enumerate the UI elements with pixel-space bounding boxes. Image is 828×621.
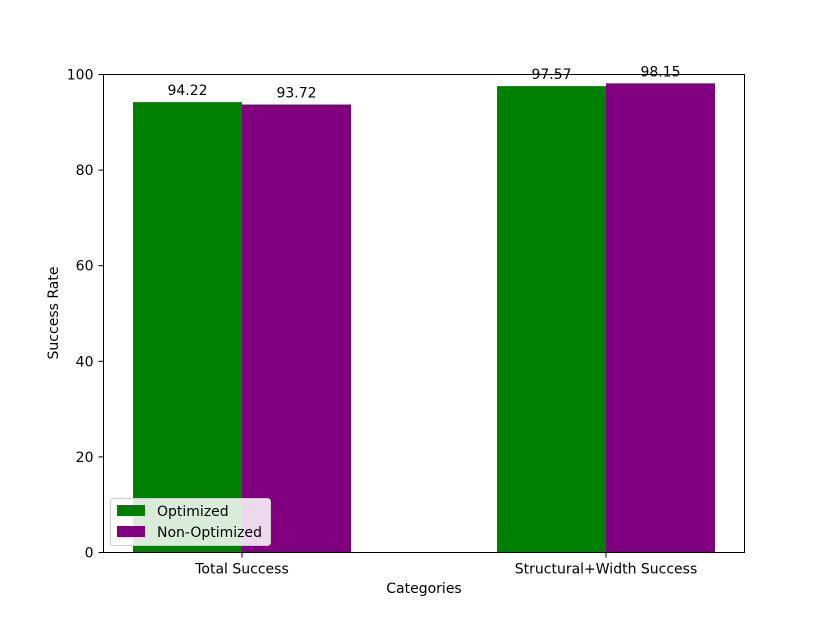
legend-swatch-optimized — [117, 505, 145, 516]
y-axis-label: Success Rate — [46, 267, 62, 360]
y-tick-label-20: 20 — [76, 450, 94, 466]
bar-optimized-structural-width-success — [497, 86, 606, 553]
legend-label-non-optimized: Non-Optimized — [157, 525, 262, 541]
bars-layer — [133, 83, 715, 553]
legend-box — [110, 498, 271, 546]
plot-area-frame — [103, 74, 745, 553]
y-axis: 0 20 40 60 80 100 — [67, 68, 104, 562]
legend-swatch-non-optimized — [117, 526, 145, 537]
legend-label-optimized: Optimized — [157, 504, 229, 520]
data-labels-layer: 94.22 97.57 93.72 98.15 — [167, 64, 680, 101]
x-tick-label-total-success: Total Success — [194, 562, 289, 578]
data-label-optimized-total-success: 94.22 — [167, 83, 207, 99]
bar-optimized-total-success — [133, 102, 242, 553]
data-label-non-optimized-total-success: 93.72 — [276, 86, 316, 102]
bar-non-optimized-structural-width-success — [606, 83, 715, 553]
x-tick-label-structural-width-success: Structural+Width Success — [515, 562, 698, 578]
y-tick-label-80: 80 — [76, 163, 94, 179]
y-tick-label-60: 60 — [76, 259, 94, 275]
bar-non-optimized-total-success — [242, 104, 351, 553]
legend: Optimized Non-Optimized — [110, 498, 271, 546]
y-tick-label-100: 100 — [67, 68, 94, 84]
x-axis-label: Categories — [386, 581, 461, 597]
data-label-optimized-structural-width-success: 97.57 — [531, 67, 571, 83]
x-axis: Total Success Structural+Width Success — [194, 552, 698, 578]
data-label-non-optimized-structural-width-success: 98.15 — [640, 64, 680, 80]
y-tick-label-40: 40 — [76, 354, 94, 370]
y-tick-label-0: 0 — [85, 546, 94, 562]
